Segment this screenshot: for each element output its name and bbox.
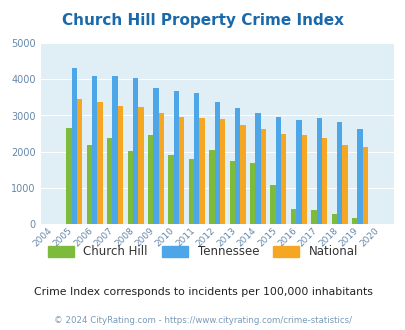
Bar	[341, 145, 347, 224]
Bar	[92, 76, 97, 224]
Bar	[356, 129, 362, 224]
Bar	[188, 159, 194, 224]
Bar	[199, 118, 204, 224]
Bar	[117, 106, 123, 224]
Bar	[275, 117, 280, 224]
Bar	[179, 117, 184, 224]
Bar	[209, 150, 214, 224]
Bar	[331, 214, 336, 224]
Bar	[153, 87, 158, 224]
Bar	[234, 108, 240, 224]
Bar	[168, 155, 173, 224]
Bar	[296, 120, 301, 224]
Bar	[301, 135, 306, 224]
Bar	[158, 113, 164, 224]
Bar	[270, 185, 275, 224]
Bar	[127, 151, 132, 224]
Legend: Church Hill, Tennessee, National: Church Hill, Tennessee, National	[45, 242, 360, 262]
Bar	[321, 138, 326, 224]
Bar	[194, 93, 199, 224]
Bar	[280, 134, 286, 224]
Bar	[214, 102, 220, 224]
Bar	[316, 118, 321, 224]
Bar	[87, 145, 92, 224]
Bar	[249, 163, 255, 224]
Bar	[351, 218, 356, 224]
Bar	[132, 78, 138, 224]
Bar	[148, 135, 153, 224]
Bar	[362, 147, 367, 224]
Bar	[260, 129, 265, 224]
Bar	[77, 99, 82, 224]
Bar	[240, 125, 245, 224]
Text: Church Hill Property Crime Index: Church Hill Property Crime Index	[62, 13, 343, 28]
Bar	[229, 160, 234, 224]
Text: © 2024 CityRating.com - https://www.cityrating.com/crime-statistics/: © 2024 CityRating.com - https://www.city…	[54, 315, 351, 325]
Bar	[290, 209, 296, 224]
Bar	[173, 91, 179, 224]
Bar	[138, 107, 143, 224]
Bar	[107, 138, 112, 224]
Bar	[311, 210, 316, 224]
Bar	[97, 102, 102, 224]
Bar	[71, 68, 77, 224]
Bar	[255, 113, 260, 224]
Bar	[112, 76, 117, 224]
Bar	[66, 128, 71, 224]
Bar	[336, 122, 341, 224]
Bar	[220, 119, 225, 224]
Text: Crime Index corresponds to incidents per 100,000 inhabitants: Crime Index corresponds to incidents per…	[34, 287, 371, 297]
